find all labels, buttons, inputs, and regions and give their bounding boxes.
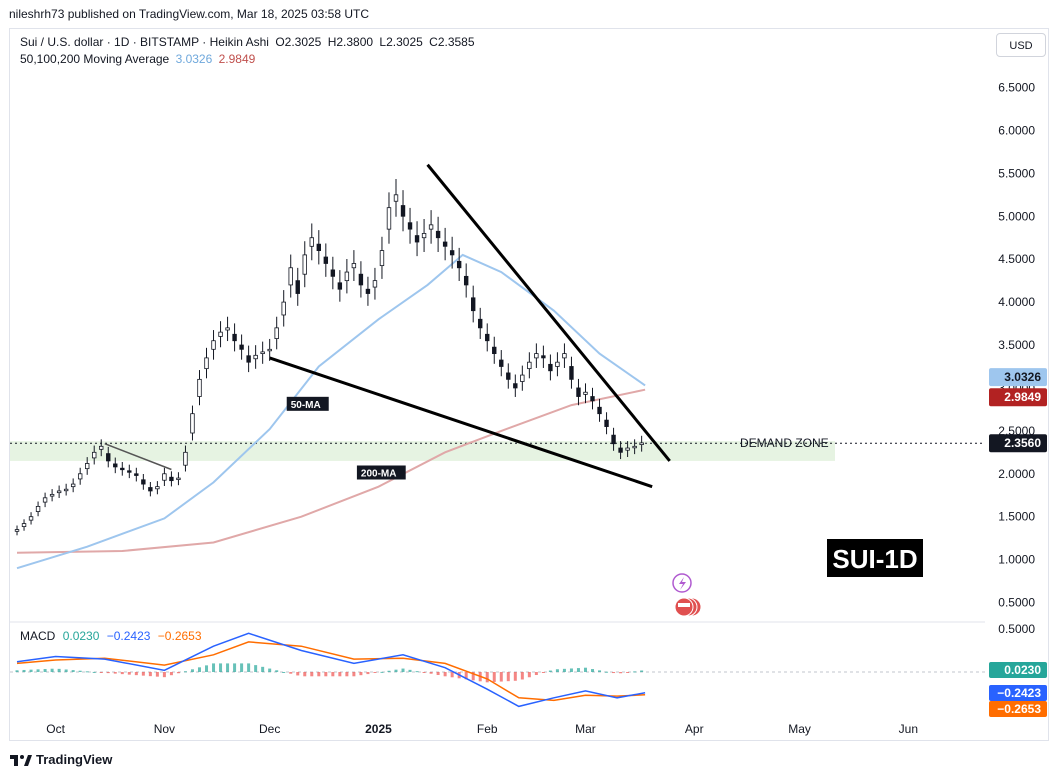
symbol-line: Sui / U.S. dollar · 1D · BITSTAMP · Heik… <box>20 35 269 49</box>
tradingview-brand: TradingView <box>36 752 113 767</box>
macd-legend: MACD 0.0230 −0.2423 −0.2653 <box>20 629 206 643</box>
currency-button[interactable]: USD <box>996 33 1046 57</box>
ma50-legend-value: 3.0326 <box>175 52 213 66</box>
publisher-line: nileshrh73 published on TradingView.com,… <box>9 7 369 21</box>
low-value: L2.3025 <box>379 35 423 49</box>
ma-label: 50,100,200 Moving Average <box>20 52 170 66</box>
close-value: C2.3585 <box>429 35 475 49</box>
ma200-legend-value: 2.9849 <box>218 52 256 66</box>
ma-legend: 50,100,200 Moving Average 3.0326 2.9849 <box>20 52 255 66</box>
tradingview-logo-icon <box>10 754 32 766</box>
chart-frame <box>9 28 1049 741</box>
symbol-legend: Sui / U.S. dollar · 1D · BITSTAMP · Heik… <box>20 35 475 49</box>
high-value: H2.3800 <box>327 35 374 49</box>
macd-hist-value: 0.0230 <box>62 629 100 643</box>
open-value: O2.3025 <box>275 35 322 49</box>
tradingview-footer[interactable]: TradingView <box>10 752 112 767</box>
macd-signal-value: −0.2653 <box>157 629 202 643</box>
macd-label: MACD <box>20 629 56 643</box>
macd-line-value: −0.2423 <box>106 629 151 643</box>
